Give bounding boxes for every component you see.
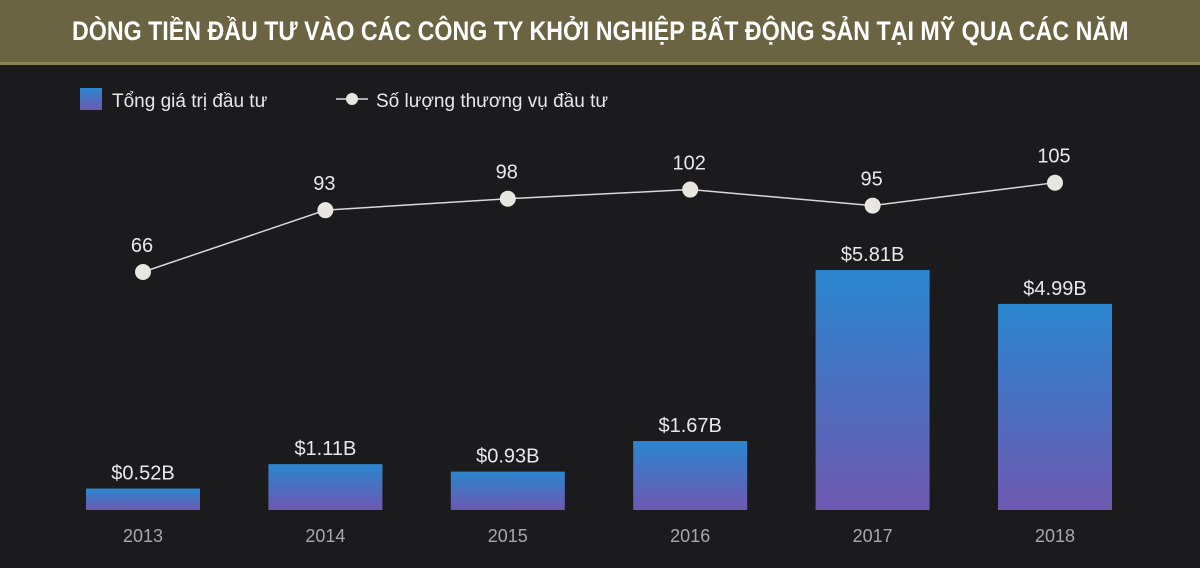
deal-count-point-2016 <box>682 181 699 198</box>
bars-layer <box>86 270 1112 510</box>
bar-2018 <box>998 303 1112 510</box>
bar-value-label-2013: $0.52B <box>111 463 174 485</box>
deal-count-line <box>142 181 1056 273</box>
deal-count-label-2017: 95 <box>860 169 882 191</box>
legend-bar-label: Tổng giá trị đầu tư <box>112 91 268 112</box>
bar-2016 <box>633 441 748 510</box>
x-tick-label-2017: 2017 <box>853 526 893 546</box>
bar-value-label-2015: $0.93B <box>476 446 539 468</box>
legend-bar-swatch <box>80 88 102 110</box>
line-layer <box>135 174 1063 280</box>
deal-count-point-2015 <box>499 190 516 207</box>
bar-value-label-2014: $1.11B <box>294 438 356 460</box>
legend-line-marker <box>346 93 358 105</box>
bar-2015 <box>450 471 565 510</box>
bar-value-label-2017: $5.81B <box>841 244 904 266</box>
title-bar: DÒNG TIỀN ĐẦU TƯ VÀO CÁC CÔNG TY KHỞI NG… <box>0 0 1200 65</box>
x-tick-label-2016: 2016 <box>670 526 710 546</box>
labels-layer: $0.52B 2013 $1.11B 2014 $0.93B 2015 $1.67B 2016… <box>111 146 1086 546</box>
deal-count-point-2013 <box>135 264 151 280</box>
bar-value-label-2016: $1.67B <box>659 415 722 437</box>
deal-count-label-2013: 66 <box>131 235 153 257</box>
legend-line-label: Số lượng thương vụ đầu tư <box>376 91 608 112</box>
chart-svg: Tổng giá trị đầu tư Số lượng thương vụ đ… <box>80 88 1112 546</box>
bar-value-label-2018: $4.99B <box>1023 278 1086 300</box>
x-tick-label-2018: 2018 <box>1035 526 1075 546</box>
chart-title: DÒNG TIỀN ĐẦU TƯ VÀO CÁC CÔNG TY KHỞI NG… <box>71 15 1129 46</box>
deal-count-point-2014 <box>317 202 334 219</box>
chart-area: Tổng giá trị đầu tư Số lượng thương vụ đ… <box>0 65 1200 563</box>
bar-2017 <box>815 270 930 510</box>
deal-count-label-2016: 102 <box>673 153 706 175</box>
deal-count-point-2018 <box>1047 174 1063 191</box>
x-tick-label-2015: 2015 <box>488 526 528 546</box>
deal-count-label-2018: 105 <box>1037 146 1070 168</box>
bar-2014 <box>268 464 383 510</box>
x-tick-label-2014: 2014 <box>305 526 345 546</box>
deal-count-label-2014: 93 <box>313 173 335 195</box>
deal-count-label-2015: 98 <box>496 162 518 184</box>
deal-count-point-2017 <box>864 197 881 214</box>
bar-2013 <box>86 488 200 510</box>
x-tick-label-2013: 2013 <box>123 526 163 546</box>
